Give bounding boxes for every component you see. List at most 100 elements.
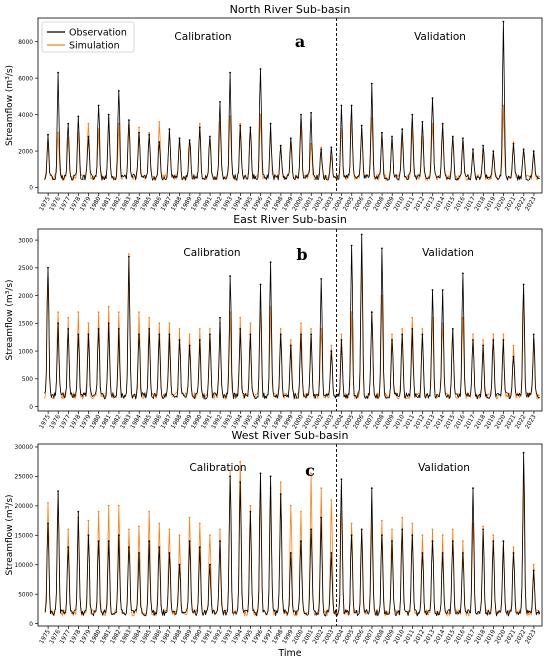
y-tick-label: 0 (29, 186, 33, 192)
chart-panel-c: West River Sub-basin Calibration Validatio… (5, 429, 543, 645)
data-point-observation (391, 540, 393, 543)
data-point-observation (249, 510, 252, 513)
data-point-observation (310, 528, 312, 531)
data-point-simulation (259, 113, 262, 116)
data-point-simulation (472, 333, 474, 336)
data-point-simulation (239, 122, 242, 125)
data-point-simulation (158, 522, 161, 525)
data-point-simulation (320, 328, 323, 330)
data-point-simulation (391, 333, 393, 336)
plot-frame (37, 17, 543, 194)
data-point-observation (77, 115, 80, 118)
y-tick-label: 1500 (18, 322, 33, 328)
data-point-simulation (138, 126, 140, 129)
data-point-observation (300, 333, 302, 336)
data-point-simulation (87, 122, 90, 125)
data-point-observation (462, 272, 464, 275)
data-point-observation (158, 546, 161, 548)
series-line-observation (44, 234, 540, 400)
data-point-observation (188, 540, 191, 543)
data-point-simulation (97, 128, 100, 131)
data-point-simulation (209, 534, 211, 537)
data-point-simulation (350, 522, 353, 525)
data-point-observation (47, 266, 49, 269)
data-point-simulation (168, 528, 171, 531)
y-tick-label: 2500 (18, 266, 33, 272)
data-point-simulation (310, 328, 312, 330)
data-point-observation (198, 546, 201, 548)
data-point-observation (472, 148, 474, 151)
calibration-label: Calibration (183, 247, 240, 259)
data-point-simulation (158, 121, 161, 123)
data-point-observation (269, 475, 272, 478)
data-point-observation (148, 540, 151, 543)
data-point-simulation (492, 534, 495, 537)
data-point-observation (148, 133, 151, 136)
data-point-observation (482, 528, 484, 531)
data-point-simulation (198, 122, 201, 125)
data-point-simulation (138, 525, 140, 528)
data-point-simulation (441, 534, 444, 537)
data-point-observation (259, 68, 262, 70)
data-point-observation (188, 344, 191, 347)
data-point-simulation (289, 504, 292, 507)
data-point-observation (482, 144, 484, 147)
data-point-observation (97, 540, 100, 543)
data-point-simulation (57, 311, 59, 314)
data-point-observation (178, 137, 181, 140)
data-point-observation (451, 135, 454, 138)
data-point-simulation (158, 322, 161, 325)
data-point-observation (451, 540, 454, 543)
data-point-observation (401, 128, 404, 131)
data-point-observation (431, 289, 434, 291)
data-point-simulation (512, 141, 515, 143)
data-point-observation (77, 333, 80, 336)
data-point-simulation (411, 316, 414, 319)
legend-entry-simulation: Simulation (69, 41, 120, 52)
y-tick-label: 3000 (18, 238, 33, 244)
data-point-observation (168, 128, 171, 131)
data-point-simulation (209, 328, 211, 330)
legend: Observation Simulation (41, 21, 135, 53)
data-point-simulation (421, 328, 424, 330)
chart-title: North River Sub-basin (230, 3, 351, 16)
data-point-observation (360, 528, 363, 531)
y-tick-label: 10000 (15, 563, 34, 569)
data-point-observation (229, 275, 232, 278)
data-point-simulation (219, 528, 221, 531)
data-point-simulation (381, 519, 383, 522)
y-axis-label: Streamflow (m³/s) (5, 494, 15, 575)
data-point-observation (462, 552, 464, 554)
data-point-simulation (117, 311, 120, 314)
data-point-observation (67, 122, 70, 125)
data-point-simulation (482, 525, 484, 528)
x-axis-label: Time (277, 648, 301, 659)
data-point-simulation (421, 534, 424, 537)
data-point-simulation (239, 316, 242, 319)
data-point-simulation (198, 522, 201, 525)
panel-letter: a (295, 32, 305, 51)
data-point-simulation (320, 146, 323, 149)
data-point-observation (67, 328, 70, 330)
data-point-observation (381, 247, 383, 250)
data-point-simulation (330, 344, 333, 347)
data-point-observation (340, 339, 343, 341)
data-point-simulation (300, 322, 302, 325)
data-point-observation (441, 552, 444, 554)
data-point-observation (320, 516, 323, 519)
data-point-simulation (451, 528, 454, 531)
data-point-simulation (97, 510, 100, 513)
data-point-observation (492, 540, 495, 543)
validation-label: Validation (414, 31, 466, 43)
data-point-simulation (188, 333, 191, 336)
data-point-observation (350, 244, 353, 247)
data-point-observation (421, 333, 424, 336)
data-point-simulation (431, 122, 434, 125)
y-tick-label: 8000 (18, 40, 33, 46)
data-point-observation (492, 339, 495, 341)
data-point-observation (421, 121, 424, 123)
data-point-observation (77, 510, 80, 513)
data-point-observation (87, 135, 90, 138)
data-point-observation (401, 528, 404, 531)
data-point-observation (87, 534, 90, 537)
